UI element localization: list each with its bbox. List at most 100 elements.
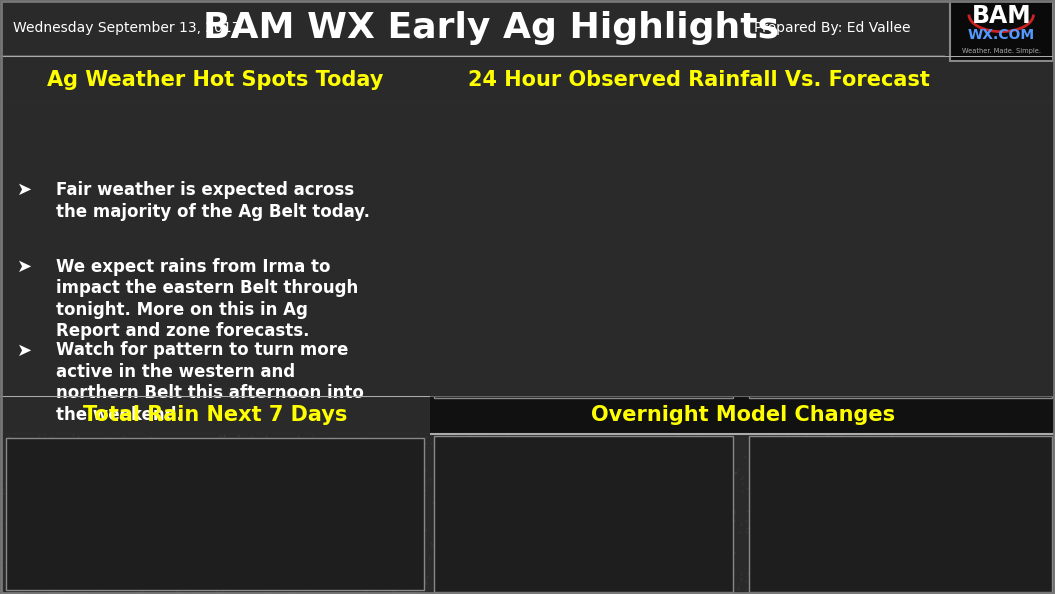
- Point: [320, 552, 337, 562]
- Point: [878, 433, 895, 443]
- Point: [1024, 579, 1041, 589]
- Point: [879, 519, 896, 528]
- Point: [360, 456, 377, 465]
- Point: [1020, 545, 1037, 555]
- Point: [1025, 405, 1042, 414]
- Point: [407, 446, 424, 456]
- Point: [243, 517, 260, 526]
- Point: [647, 459, 664, 469]
- Point: [679, 546, 696, 556]
- Point: [494, 451, 511, 461]
- Point: [134, 586, 151, 594]
- Point: [690, 415, 707, 424]
- Point: [622, 521, 639, 530]
- Point: [762, 416, 779, 426]
- Point: [883, 459, 900, 468]
- Point: [532, 537, 549, 546]
- Point: [811, 458, 828, 467]
- Point: [195, 457, 212, 466]
- Point: [891, 548, 908, 557]
- Point: [1021, 445, 1038, 454]
- Point: [456, 403, 473, 413]
- Point: [417, 465, 434, 475]
- Point: [274, 478, 291, 488]
- Point: [517, 458, 534, 467]
- Point: [864, 444, 881, 453]
- Point: [446, 503, 463, 512]
- Point: [378, 478, 395, 488]
- Point: [66, 481, 83, 491]
- Point: [461, 582, 478, 591]
- Point: [638, 523, 655, 533]
- Point: [398, 562, 415, 571]
- Point: [619, 584, 636, 594]
- Point: [31, 543, 47, 552]
- Point: [656, 586, 673, 594]
- FancyBboxPatch shape: [950, 0, 1053, 61]
- Point: [72, 542, 89, 551]
- Point: [710, 574, 727, 583]
- Point: [117, 536, 134, 545]
- Point: [717, 428, 734, 437]
- Point: [874, 567, 890, 577]
- Point: [851, 494, 868, 503]
- Point: [861, 427, 878, 437]
- Point: [388, 440, 405, 449]
- Point: [511, 525, 528, 534]
- Point: [829, 527, 846, 536]
- Point: [613, 551, 630, 560]
- Point: [583, 478, 600, 488]
- Point: [584, 488, 601, 498]
- Point: [6, 458, 23, 467]
- Point: [640, 543, 657, 552]
- Point: [499, 475, 516, 485]
- Point: [392, 450, 409, 460]
- Point: [898, 408, 915, 418]
- Point: [418, 579, 435, 588]
- Point: [28, 451, 45, 460]
- Point: [57, 533, 74, 542]
- Point: [778, 582, 794, 592]
- Point: [748, 460, 765, 470]
- Point: [400, 561, 417, 571]
- Point: [813, 393, 830, 403]
- Text: BAM: BAM: [972, 4, 1031, 28]
- Point: [30, 583, 46, 593]
- Point: [820, 426, 837, 435]
- Point: [458, 415, 475, 425]
- Point: [960, 403, 977, 412]
- Point: [879, 541, 896, 551]
- Point: [910, 586, 927, 594]
- Point: [458, 442, 475, 451]
- Point: [586, 479, 602, 489]
- Point: [285, 467, 302, 476]
- Point: [790, 576, 807, 586]
- Point: [99, 568, 116, 578]
- Point: [966, 541, 983, 551]
- Point: [378, 511, 395, 521]
- Point: [343, 459, 360, 468]
- Point: [305, 472, 322, 481]
- Point: [381, 545, 398, 555]
- Point: [612, 477, 629, 486]
- Point: [113, 535, 130, 545]
- Point: [475, 418, 492, 427]
- Point: [463, 414, 480, 424]
- Point: [261, 488, 277, 498]
- Point: [351, 495, 368, 504]
- Point: [225, 527, 242, 536]
- Point: [11, 465, 27, 474]
- Point: [697, 438, 714, 448]
- Point: [358, 440, 375, 449]
- Point: [917, 576, 934, 586]
- Point: [832, 430, 849, 440]
- Point: [769, 552, 786, 561]
- Point: [913, 531, 929, 541]
- Point: [100, 451, 117, 460]
- Point: [358, 557, 375, 567]
- Point: [16, 522, 33, 532]
- Point: [986, 439, 1003, 448]
- Point: [477, 465, 494, 474]
- Point: [453, 393, 469, 402]
- Point: [1018, 560, 1035, 570]
